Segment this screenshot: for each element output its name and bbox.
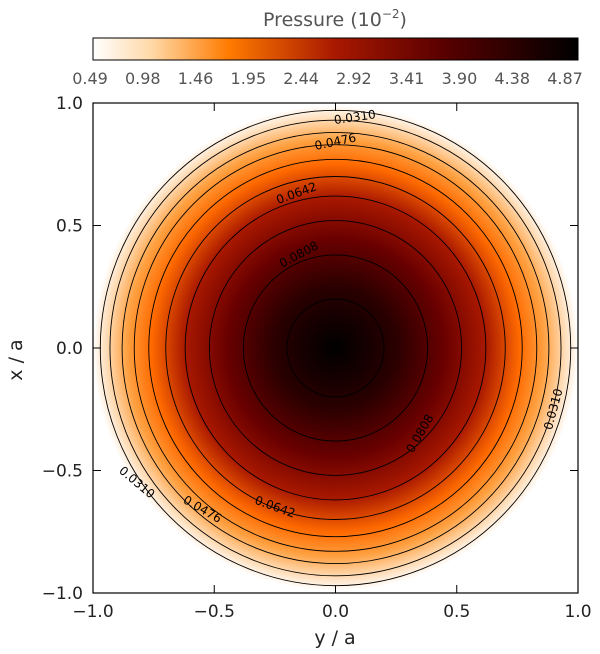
contour-line	[133, 144, 538, 552]
y-tick-labels: −1.0 −0.5 0.0 0.5 1.0	[42, 94, 83, 604]
y-tick-label: −0.5	[42, 462, 83, 482]
contour-line	[242, 254, 429, 442]
contour-line	[121, 131, 550, 565]
y-tick-label: 1.0	[56, 94, 83, 114]
y-tick-label: −1.0	[42, 584, 83, 604]
colorbar-tick-label: 3.90	[442, 69, 478, 88]
contour-line	[148, 158, 523, 538]
x-tick-label: 0.0	[322, 602, 349, 622]
contour-line	[208, 220, 463, 476]
colorbar-tick-label: 1.46	[178, 69, 214, 88]
x-tick-label: −0.5	[194, 602, 235, 622]
colorbar-tick-label: 4.87	[547, 69, 583, 88]
colorbar-tick-label: 4.38	[494, 69, 530, 88]
colorbar-tick-label: 0.98	[125, 69, 161, 88]
colorbar	[92, 37, 579, 61]
x-tick-label: −1.0	[72, 602, 113, 622]
x-axis-label: y / a	[314, 627, 355, 649]
contour-line	[165, 176, 506, 520]
y-tick-label: 0.0	[56, 339, 83, 359]
y-axis-label: x / a	[5, 339, 27, 380]
colorbar-title: Pressure (10−2)	[263, 7, 407, 31]
x-tick-label: 1.0	[564, 602, 591, 622]
colorbar-tick-labels: 0.49 0.98 1.46 1.95 2.44 2.92 3.41 3.90 4.38 4.87	[72, 69, 583, 88]
colorbar-tick-label: 2.44	[283, 69, 319, 88]
colorbar-tick-label: 3.41	[389, 69, 425, 88]
pressure-field	[93, 105, 578, 591]
contour-line	[184, 195, 487, 501]
colorbar-title-exponent: −2	[382, 7, 400, 21]
x-tick-label: 0.5	[443, 602, 470, 622]
contour-line	[286, 298, 385, 398]
colorbar-tick-label: 0.49	[72, 69, 108, 88]
contour-line	[109, 119, 562, 577]
y-tick-label: 0.5	[56, 217, 83, 237]
contour-label: 0.0310	[333, 107, 377, 127]
colorbar-tick-label: 1.95	[231, 69, 267, 88]
x-tick-labels: −1.0 −0.5 0.0 0.5 1.0	[72, 602, 591, 622]
axis-ticks	[92, 102, 579, 594]
colorbar-tick-label: 2.92	[336, 69, 372, 88]
